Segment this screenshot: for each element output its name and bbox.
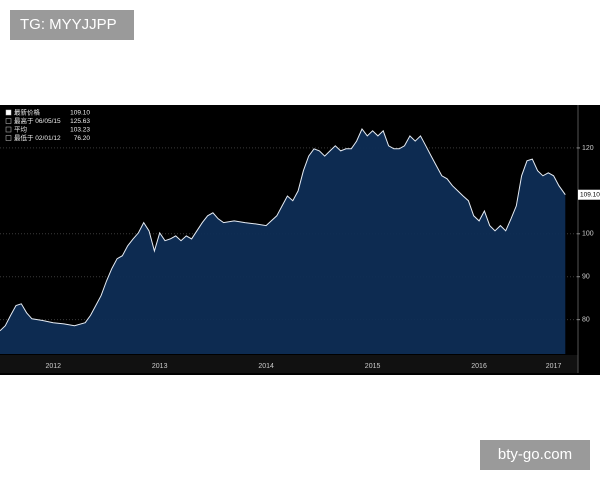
- legend-swatch: [5, 109, 12, 116]
- y-tick-label: 100: [582, 231, 594, 238]
- legend-label: 平均: [14, 125, 28, 134]
- legend-value: 103.23: [70, 127, 90, 134]
- x-axis-band: [0, 355, 578, 373]
- y-tick-label: 120: [582, 145, 594, 152]
- legend-swatch: [5, 135, 12, 141]
- watermark: bty-go.com: [498, 446, 572, 463]
- y-tick-label: 80: [582, 316, 590, 323]
- legend-value: 125.63: [70, 118, 90, 125]
- last-value-box: [578, 189, 600, 200]
- legend-value: 76.20: [74, 135, 91, 142]
- legend-label: 最高于 06/05/15: [14, 116, 61, 125]
- legend-label: 最低于 02/01/12: [14, 133, 61, 142]
- area: [0, 129, 566, 354]
- x-tick-label: 2015: [365, 363, 381, 370]
- watermark-box: [10, 10, 134, 40]
- x-tick-label: 2014: [258, 363, 274, 370]
- watermark: TG: MYYJJPP: [20, 16, 117, 33]
- x-tick-label: 2017: [546, 363, 562, 370]
- x-tick-label: 2016: [471, 363, 487, 370]
- x-tick-label: 2013: [152, 363, 168, 370]
- legend-value: 109.10: [70, 110, 90, 117]
- watermark-box: [480, 440, 590, 470]
- legend-swatch: [5, 126, 12, 133]
- x-tick-label: 2012: [45, 363, 61, 370]
- legend-swatch: [5, 118, 12, 124]
- line: [0, 128, 566, 332]
- legend-label: 最新价格: [14, 108, 41, 117]
- last-value-label: 109.10: [580, 191, 600, 198]
- y-tick-label: 90: [582, 274, 590, 281]
